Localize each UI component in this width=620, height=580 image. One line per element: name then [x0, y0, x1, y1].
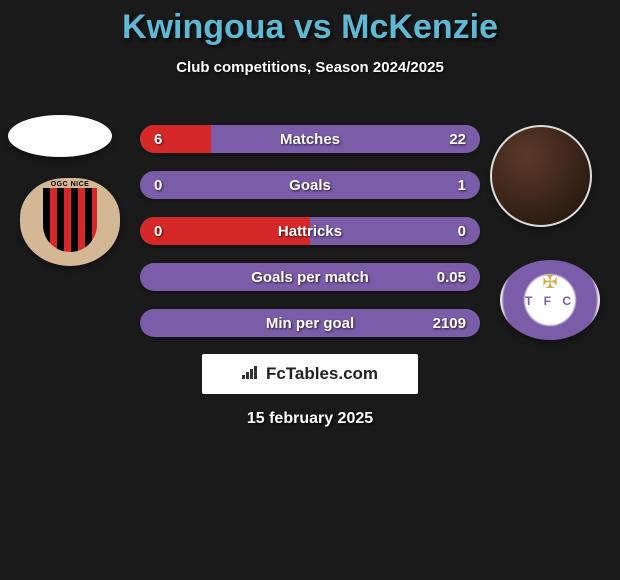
stat-value-left: 6 — [154, 131, 162, 148]
branding-box: FcTables.com — [202, 354, 418, 394]
stat-value-left: 0 — [154, 177, 162, 194]
branding-text: FcTables.com — [266, 364, 378, 384]
stat-bar: Matches6 22 — [140, 125, 480, 153]
stat-label: Matches — [140, 131, 480, 148]
club-right-badge — [500, 260, 600, 340]
player-right-container — [490, 125, 592, 227]
stat-value-right: 22 — [449, 131, 466, 148]
stats-area: Matches622Goals01Hattricks00Goals per ma… — [140, 125, 480, 355]
stat-bar: Goals per match0.05 — [140, 263, 480, 291]
stat-bar: Goals0 1 — [140, 171, 480, 199]
stat-label: Goals per match — [140, 269, 480, 286]
club-left-container — [20, 178, 120, 266]
player-right-photo — [490, 125, 592, 227]
stat-label: Hattricks — [140, 223, 480, 240]
stat-value-left: 0 — [154, 223, 162, 240]
stat-bar: Min per goal2109 — [140, 309, 480, 337]
date-text: 15 february 2025 — [0, 410, 620, 428]
chart-icon — [242, 365, 260, 384]
club-left-badge — [20, 178, 120, 266]
comparison-subtitle: Club competitions, Season 2024/2025 — [0, 59, 620, 76]
stat-value-right: 0.05 — [437, 269, 466, 286]
comparison-title: Kwingoua vs McKenzie — [0, 0, 620, 47]
stat-label: Min per goal — [140, 315, 480, 332]
stat-bar: Hattricks0 0 — [140, 217, 480, 245]
player-left-container — [8, 115, 112, 157]
stat-value-right: 1 — [458, 177, 466, 194]
stat-value-right: 2109 — [433, 315, 466, 332]
stat-label: Goals — [140, 177, 480, 194]
player-left-photo — [8, 115, 112, 157]
club-right-container — [500, 260, 600, 340]
stat-value-right: 0 — [458, 223, 466, 240]
